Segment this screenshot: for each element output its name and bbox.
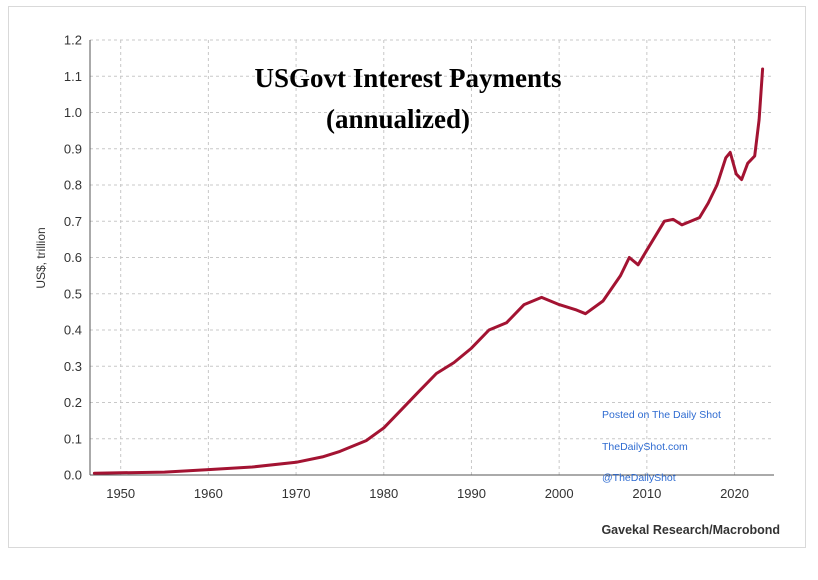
watermark-line-3: @TheDailyShot bbox=[602, 472, 676, 484]
x-tick-label: 1990 bbox=[457, 486, 486, 501]
chart-title-line-2: (annualized) bbox=[326, 104, 470, 134]
y-tick-label: 0.0 bbox=[64, 468, 82, 483]
x-tick-label: 1960 bbox=[194, 486, 223, 501]
y-tick-label: 0.6 bbox=[64, 250, 82, 265]
x-tick-label: 2010 bbox=[632, 486, 661, 501]
y-tick-label: 0.5 bbox=[64, 286, 82, 301]
series-layer bbox=[92, 67, 765, 475]
y-tick-label: 0.3 bbox=[64, 359, 82, 374]
y-tick-label: 1.2 bbox=[64, 33, 82, 48]
watermark-line-1: Posted on The Daily Shot bbox=[602, 409, 721, 421]
source-credit: Gavekal Research/Macrobond bbox=[601, 523, 780, 537]
x-tick-label: 1980 bbox=[369, 486, 398, 501]
chart-frame bbox=[8, 6, 806, 548]
x-tick-label: 2000 bbox=[545, 486, 574, 501]
y-tick-label: 0.7 bbox=[64, 214, 82, 229]
y-tick-label: 0.1 bbox=[64, 431, 82, 446]
chart-title-line-1: USGovt Interest Payments bbox=[255, 63, 562, 93]
y-axis-label: US$, trillion bbox=[34, 227, 48, 288]
y-tick-label: 0.2 bbox=[64, 395, 82, 410]
grid-lines bbox=[90, 39, 774, 475]
y-tick-label: 1.0 bbox=[64, 105, 82, 120]
y-tick-labels: 0.0 0.1 0.2 0.3 0.4 0.5 0.6 0.7 0.8 0.9 1.0 1.1 1.2 bbox=[64, 33, 82, 483]
x-tick-label: 2020 bbox=[720, 486, 749, 501]
x-tick-label: 1970 bbox=[282, 486, 311, 501]
y-tick-label: 0.4 bbox=[64, 323, 82, 338]
x-tick-label: 1950 bbox=[106, 486, 135, 501]
watermark-line-2: TheDailyShot.com bbox=[602, 441, 688, 453]
y-tick-label: 0.8 bbox=[64, 178, 82, 193]
y-tick-label: 0.9 bbox=[64, 141, 82, 156]
series-line-0 bbox=[92, 67, 765, 475]
y-tick-label: 1.1 bbox=[64, 69, 82, 84]
x-tick-labels: 1950 1960 1970 1980 1990 2000 2010 2020 bbox=[106, 486, 749, 501]
